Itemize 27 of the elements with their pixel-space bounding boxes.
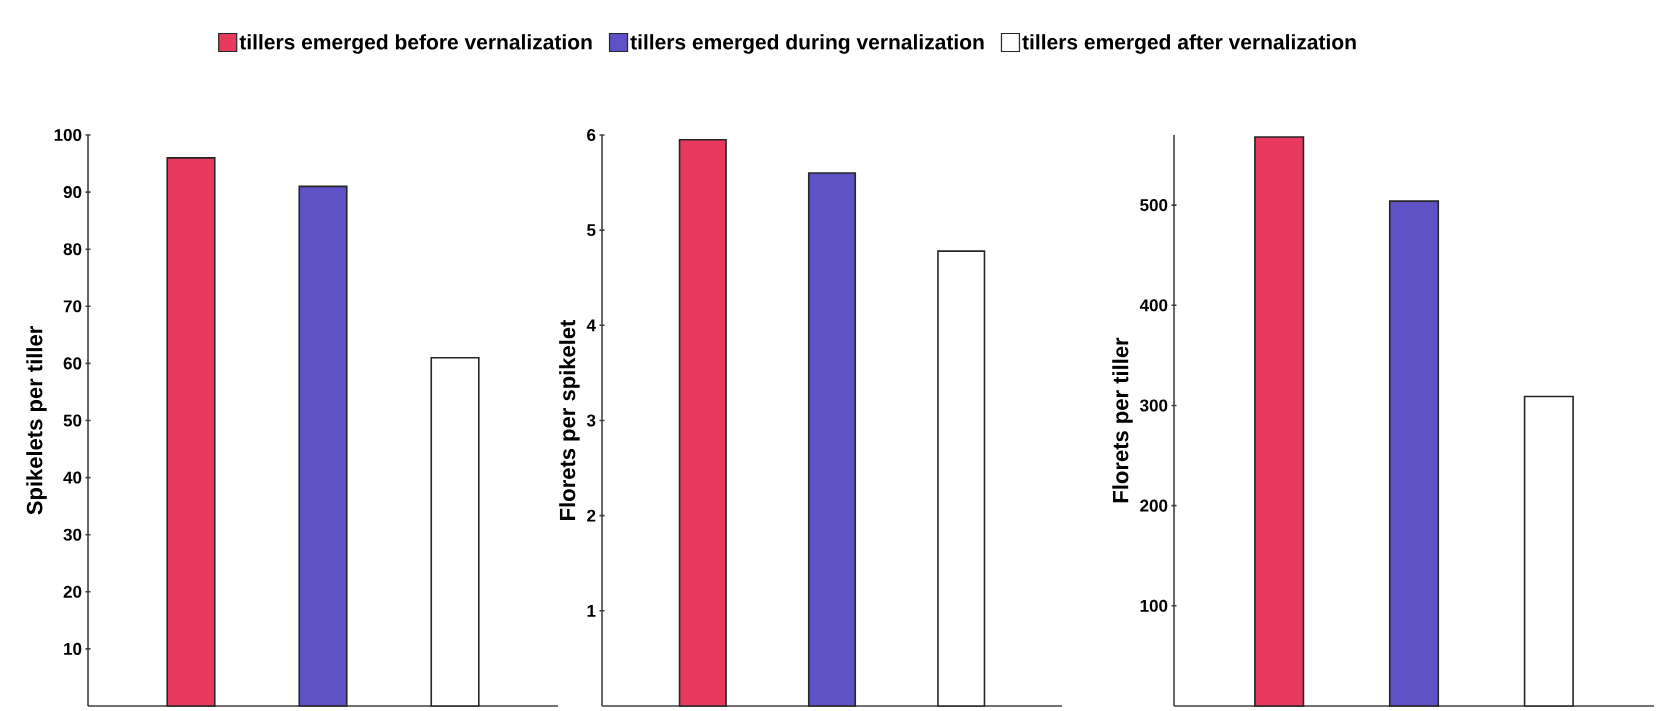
y-tick-label: 200 <box>1140 499 1168 512</box>
y-tick-label: 20 <box>63 585 82 598</box>
y-tick-label: 70 <box>63 300 82 313</box>
y-tick-label: 5 <box>587 224 596 237</box>
y-tick-label: 100 <box>54 128 82 142</box>
legend-label: tillers emerged during vernalization <box>630 34 984 54</box>
y-tick-label: 4 <box>586 319 596 332</box>
y-tick-label: 50 <box>63 414 82 427</box>
legend-label: tillers emerged after vernalization <box>1022 34 1356 54</box>
y-tick-label: 90 <box>63 186 82 199</box>
y-tick-label: 300 <box>1140 399 1168 412</box>
legend-label: tillers emerged before vernalization <box>239 34 592 54</box>
y-tick-label: 6 <box>587 128 596 142</box>
y-axis-title: Florets per tiller <box>1112 337 1133 503</box>
y-tick-label: 1 <box>587 604 596 617</box>
y-tick-label: 60 <box>63 357 82 370</box>
y-tick-label: 80 <box>63 243 82 256</box>
y-tick-label: 100 <box>1140 599 1168 612</box>
y-tick-label: 40 <box>63 471 82 484</box>
y-tick-label: 400 <box>1139 299 1168 312</box>
y-tick-label: 3 <box>586 414 596 427</box>
y-tick-label: 500 <box>1140 199 1168 212</box>
y-tick-label: 30 <box>63 528 82 541</box>
y-axis-title: Florets per spikelet <box>559 319 580 520</box>
y-axis-title: Spikelets per tiller <box>26 326 47 515</box>
y-tick-label: 10 <box>64 642 82 655</box>
y-tick-label: 2 <box>587 509 596 522</box>
